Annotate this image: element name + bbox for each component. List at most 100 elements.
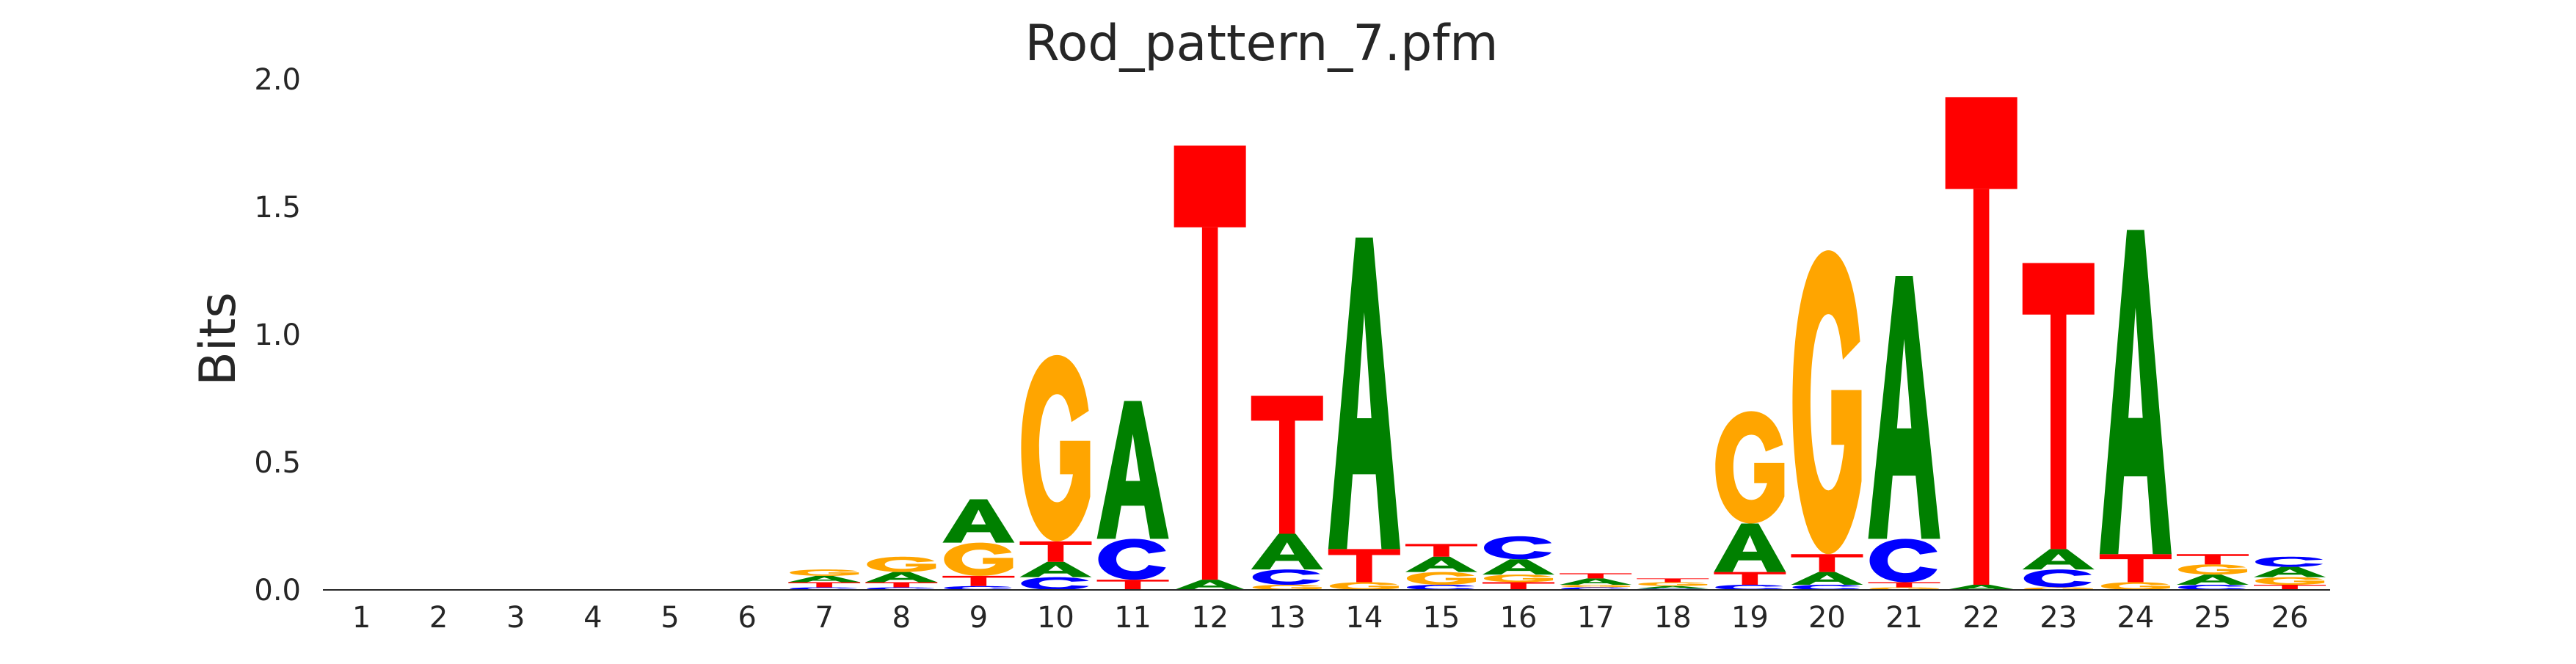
logo-letter-a	[2254, 566, 2326, 577]
logo-letter-x	[1945, 97, 2017, 189]
x-tick-label: 21	[1885, 601, 1923, 635]
logo-letter-t	[1096, 580, 1169, 590]
x-tick-label: 2	[429, 601, 448, 635]
logo-letter-a	[1019, 561, 1092, 577]
logo-letter-c	[1715, 585, 1783, 590]
logo-stack	[942, 499, 1015, 590]
logo-letter-c	[2255, 556, 2324, 567]
chart-title: Rod_pattern_7.pfm	[1025, 15, 1498, 73]
logo-letter-c	[1098, 539, 1166, 580]
logo-letter-a	[1945, 585, 2017, 590]
y-tick-label: 0.5	[254, 446, 301, 480]
logo-stack	[1791, 250, 1863, 590]
y-tick-label: 2.0	[254, 63, 301, 97]
logo-stack	[1482, 536, 1555, 590]
x-tick-label: 5	[661, 601, 679, 635]
x-tick-label: 26	[2271, 601, 2309, 635]
logo-stack	[1096, 401, 1169, 590]
x-tick-label: 15	[1422, 601, 1460, 635]
logo-letter-a	[2176, 574, 2249, 585]
logo-letter-t	[1482, 582, 1555, 590]
logo-letter-a	[1560, 578, 1632, 585]
logo-stack	[1560, 573, 1632, 590]
logo-letter-g	[1484, 574, 1554, 583]
x-tick-label: 3	[506, 601, 525, 635]
logo-stack	[2099, 230, 2172, 590]
logo-letter-t	[1405, 544, 1477, 557]
logo-stack	[2176, 554, 2249, 590]
logo-stack	[1945, 97, 2017, 590]
logo-stack	[788, 569, 861, 590]
logo-letter-c	[1406, 585, 1475, 590]
logo-stack	[865, 556, 938, 590]
logo-letter-a	[1868, 275, 1940, 539]
logo-letter-g	[2177, 564, 2247, 575]
logo-letter-t	[2022, 263, 2095, 550]
logo-letter-t	[1019, 541, 1092, 562]
logo-letter-t	[1251, 395, 1323, 534]
logo-letter-c	[1792, 585, 1860, 590]
logo-letter-t	[865, 582, 938, 588]
logo-letter-t	[1201, 227, 1218, 580]
logo-letter-t	[2176, 554, 2249, 565]
logo-letter-a	[1328, 237, 1400, 550]
logo-letter-a	[865, 572, 938, 583]
logo-stack	[1328, 237, 1400, 590]
logo-letter-t	[1560, 573, 1632, 579]
x-tick-label: 12	[1191, 601, 1229, 635]
logo-letter-g	[1406, 572, 1476, 585]
logo-letter-g	[790, 569, 859, 576]
x-tick-label: 11	[1114, 601, 1151, 635]
y-tick-label: 0.0	[254, 574, 301, 608]
logo-letter-t	[942, 575, 1015, 586]
logo-letter-a	[1791, 572, 1863, 585]
y-axis: 0.0 0.5 1.0 1.5 2.0	[254, 63, 301, 608]
logo-letter-t	[1328, 549, 1400, 583]
logo-letter-t	[2099, 554, 2172, 583]
x-axis: 1 2 3 4 5 6 7 8 9 10 11 12 13 14 15 16 17 18 19 20 21 22 23 24 2…	[352, 601, 2309, 635]
logo-letter-g	[2255, 577, 2325, 585]
logo-letter-c	[1484, 536, 1552, 560]
x-tick-label: 22	[1962, 601, 2000, 635]
logo-letter-a	[2099, 230, 2172, 555]
logo-letter-c	[1021, 577, 1089, 590]
x-tick-label: 18	[1654, 601, 1692, 635]
logo-letter-a	[1405, 556, 1477, 572]
logo-letter-a	[1096, 401, 1169, 539]
x-tick-label: 24	[2117, 601, 2154, 635]
logo-letter-g	[2100, 582, 2170, 590]
x-tick-label: 13	[1268, 601, 1306, 635]
logo-stack	[1251, 395, 1323, 590]
x-tick-label: 17	[1577, 601, 1615, 635]
logo-letter-t	[2254, 585, 2326, 590]
logo-letter-c	[2177, 585, 2246, 590]
logo-letter-x	[1174, 145, 1246, 227]
x-tick-label: 25	[2194, 601, 2231, 635]
logo-letter-c	[2023, 569, 2092, 588]
logo-letter-c	[944, 585, 1012, 590]
logo-letter-t	[1714, 572, 1786, 585]
logo-letter-a	[788, 575, 861, 583]
logo-letter-g	[1329, 582, 1399, 590]
logo-letter-c	[1252, 569, 1320, 585]
logo-letter-a	[2022, 549, 2095, 570]
x-tick-label: 9	[969, 601, 988, 635]
logo-letter-a	[942, 499, 1015, 543]
logo-letter-g	[944, 542, 1014, 576]
logo-letter-g	[1561, 585, 1631, 588]
logo-letter-g	[1715, 411, 1785, 524]
logo-letter-t	[1973, 189, 1990, 585]
logo-letter-a	[1482, 559, 1555, 575]
x-tick-label: 4	[583, 601, 602, 635]
x-tick-label: 6	[738, 601, 756, 635]
logo-stack	[1868, 275, 1940, 590]
logo-letter-a	[1714, 523, 1786, 572]
logo-letter-g	[1252, 585, 1322, 590]
x-tick-label: 16	[1500, 601, 1538, 635]
logo-letter-a	[1174, 580, 1246, 590]
y-axis-label: Bits	[189, 292, 247, 386]
logo-letter-g	[1792, 250, 1862, 555]
x-tick-label: 23	[2040, 601, 2077, 635]
